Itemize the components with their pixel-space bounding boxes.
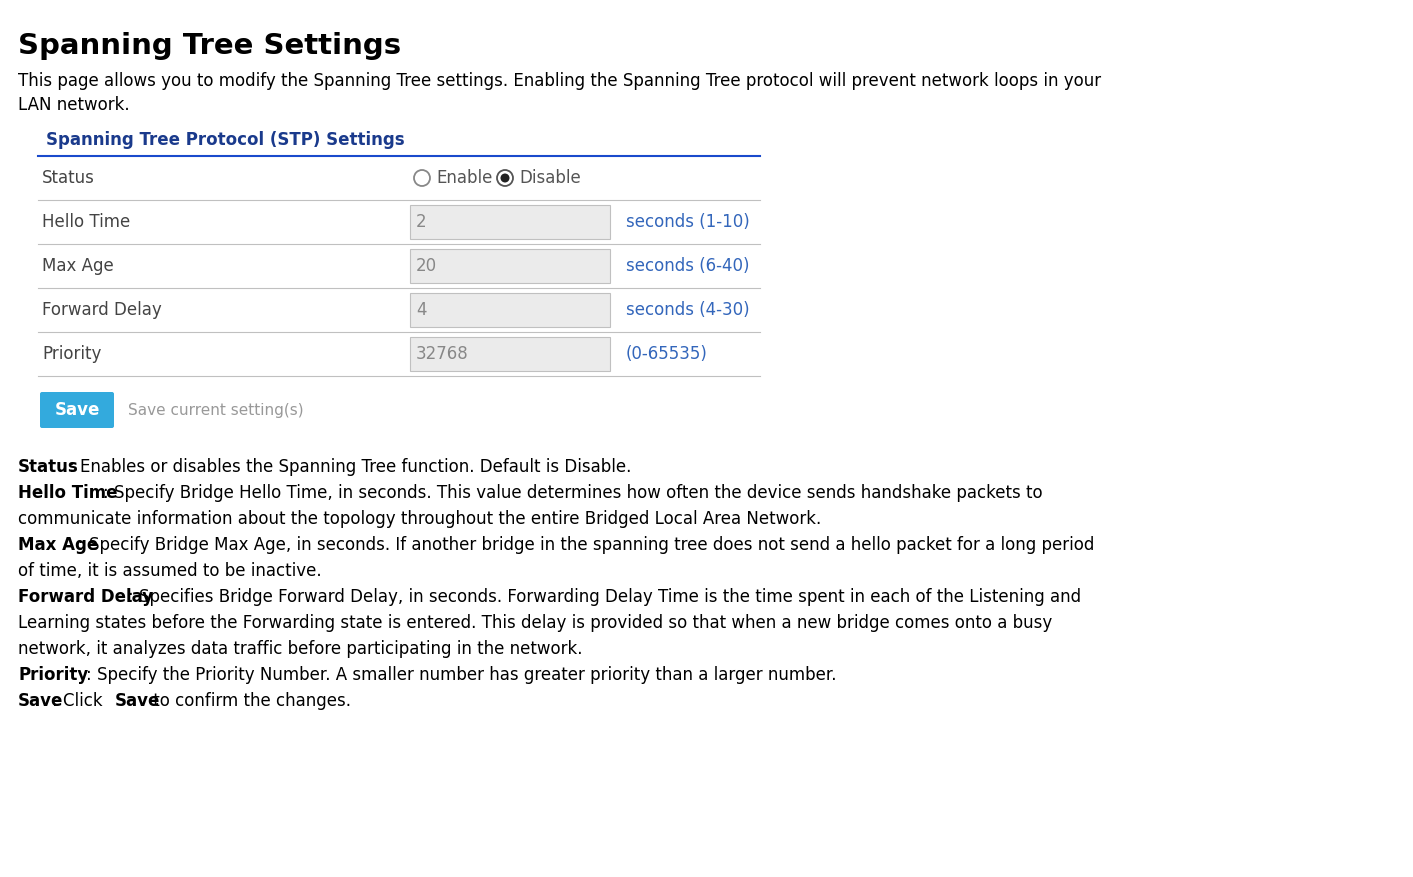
Text: Learning states before the Forwarding state is entered. This delay is provided s: Learning states before the Forwarding st… [18, 614, 1053, 632]
Text: : Specify Bridge Max Age, in seconds. If another bridge in the spanning tree doe: : Specify Bridge Max Age, in seconds. If… [78, 536, 1094, 554]
Text: seconds (6-40): seconds (6-40) [626, 257, 749, 275]
Text: Save: Save [114, 692, 160, 710]
Text: Status: Status [18, 458, 79, 476]
Text: : Specify the Priority Number. A smaller number has greater priority than a larg: : Specify the Priority Number. A smaller… [86, 666, 836, 684]
Text: Status: Status [42, 169, 95, 187]
Text: 32768: 32768 [415, 345, 469, 363]
Text: Spanning Tree Settings: Spanning Tree Settings [18, 32, 401, 60]
Text: 20: 20 [415, 257, 437, 275]
Text: Enable: Enable [437, 169, 492, 187]
Text: Forward Delay: Forward Delay [18, 588, 153, 606]
Text: Spanning Tree Protocol (STP) Settings: Spanning Tree Protocol (STP) Settings [47, 131, 404, 149]
Text: LAN network.: LAN network. [18, 96, 130, 114]
Text: This page allows you to modify the Spanning Tree settings. Enabling the Spanning: This page allows you to modify the Spann… [18, 72, 1101, 90]
Text: Save: Save [54, 401, 100, 419]
Text: Hello Time: Hello Time [18, 484, 117, 502]
FancyBboxPatch shape [410, 205, 610, 239]
FancyBboxPatch shape [40, 392, 114, 428]
Text: Priority: Priority [42, 345, 102, 363]
FancyBboxPatch shape [410, 293, 610, 327]
FancyBboxPatch shape [410, 337, 610, 371]
Text: seconds (1-10): seconds (1-10) [626, 213, 750, 231]
Text: of time, it is assumed to be inactive.: of time, it is assumed to be inactive. [18, 562, 322, 580]
Text: : Specifies Bridge Forward Delay, in seconds. Forwarding Delay Time is the time : : Specifies Bridge Forward Delay, in sec… [129, 588, 1081, 606]
Text: : Specify Bridge Hello Time, in seconds. This value determines how often the dev: : Specify Bridge Hello Time, in seconds.… [103, 484, 1043, 502]
Text: to confirm the changes.: to confirm the changes. [148, 692, 352, 710]
Text: Save: Save [18, 692, 64, 710]
Circle shape [500, 174, 510, 182]
Text: 2: 2 [415, 213, 427, 231]
Text: Forward Delay: Forward Delay [42, 301, 161, 319]
Text: seconds (4-30): seconds (4-30) [626, 301, 750, 319]
Text: Max Age: Max Age [18, 536, 99, 554]
Text: 4: 4 [415, 301, 427, 319]
FancyBboxPatch shape [410, 249, 610, 283]
Text: Disable: Disable [519, 169, 581, 187]
Text: Priority: Priority [18, 666, 88, 684]
Text: communicate information about the topology throughout the entire Bridged Local A: communicate information about the topolo… [18, 510, 821, 528]
Text: (0-65535): (0-65535) [626, 345, 708, 363]
Text: : Click: : Click [52, 692, 107, 710]
Text: network, it analyzes data traffic before participating in the network.: network, it analyzes data traffic before… [18, 640, 582, 658]
Text: Hello Time: Hello Time [42, 213, 130, 231]
Text: : Enables or disables the Spanning Tree function. Default is Disable.: : Enables or disables the Spanning Tree … [69, 458, 632, 476]
Text: Save current setting(s): Save current setting(s) [129, 403, 304, 417]
Text: Max Age: Max Age [42, 257, 114, 275]
